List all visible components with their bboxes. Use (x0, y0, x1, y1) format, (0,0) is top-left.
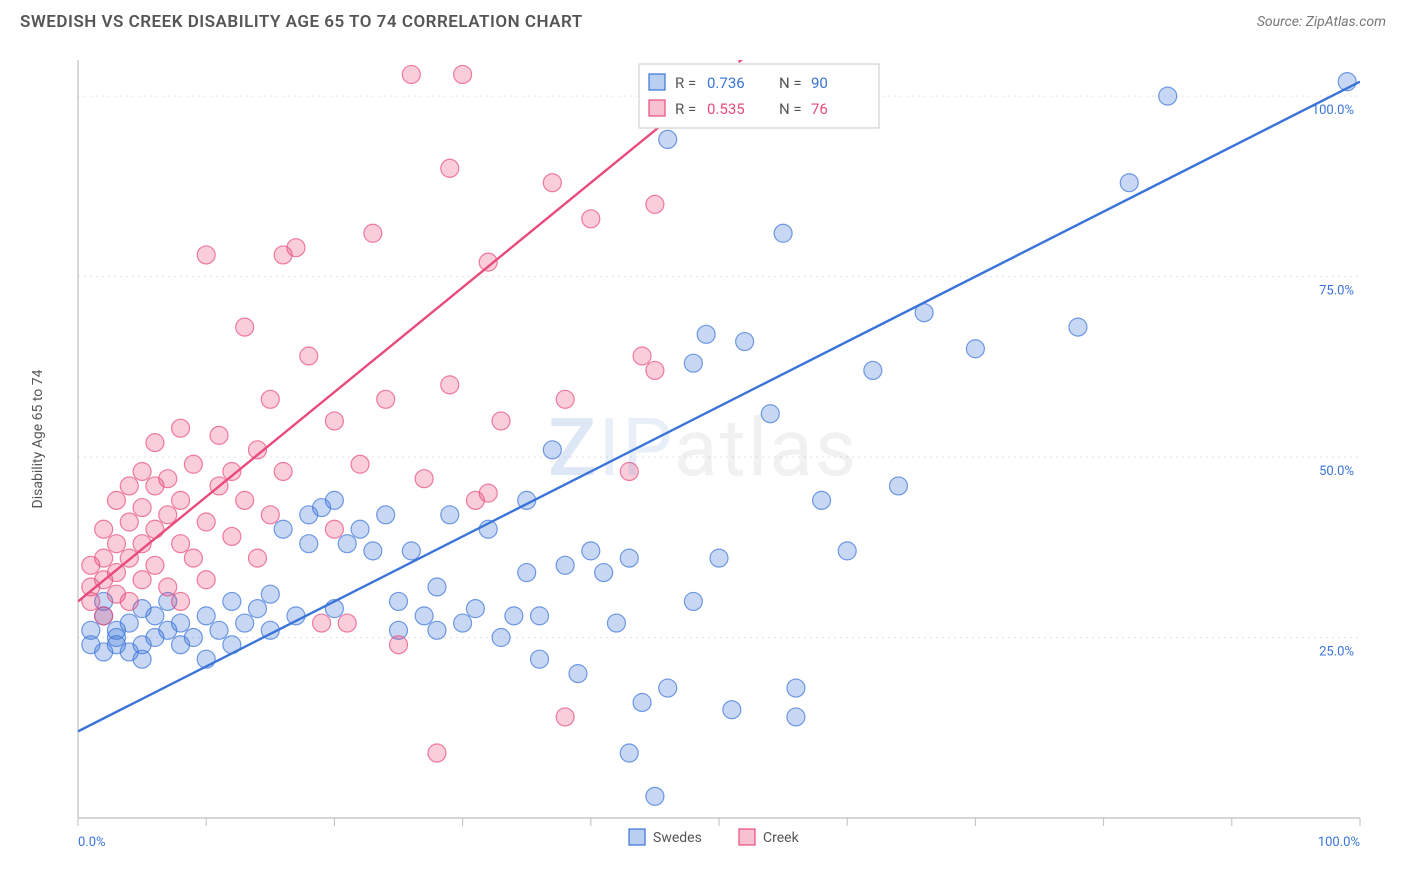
stats-box: R = 0.736 N = 90 R = 0.535 N = 76 (639, 64, 879, 128)
correlation-scatter-chart: 0.0% 100.0% 25.0% 50.0% 75.0% 100.0% Disabilit… (20, 48, 1386, 882)
chart-container: 0.0% 100.0% 25.0% 50.0% 75.0% 100.0% Disabilit… (20, 48, 1386, 882)
series-creek (82, 65, 677, 762)
chart-title: SWEDISH VS CREEK DISABILITY AGE 65 TO 74… (20, 12, 583, 32)
svg-text:50.0%: 50.0% (1319, 464, 1354, 479)
series-swedes (82, 73, 1356, 806)
svg-text:N =: N = (779, 100, 802, 118)
source-attribution: Source: ZipAtlas.com (1257, 14, 1386, 30)
legend: Swedes Creek (629, 829, 800, 846)
svg-text:0.0%: 0.0% (78, 835, 106, 850)
svg-text:R =: R = (675, 100, 696, 118)
svg-text:76: 76 (811, 100, 828, 118)
svg-text:100.0%: 100.0% (1312, 103, 1354, 118)
svg-text:25.0%: 25.0% (1319, 645, 1354, 660)
svg-text:0.736: 0.736 (707, 74, 745, 92)
svg-text:75.0%: 75.0% (1319, 284, 1354, 299)
svg-text:0.535: 0.535 (707, 100, 745, 118)
svg-text:100.0%: 100.0% (1318, 835, 1360, 850)
svg-text:Swedes: Swedes (653, 830, 702, 846)
svg-text:R =: R = (675, 74, 696, 92)
svg-text:N =: N = (779, 74, 802, 92)
svg-text:90: 90 (811, 74, 828, 92)
svg-text:Disability Age 65 to 74: Disability Age 65 to 74 (30, 369, 46, 508)
svg-text:Creek: Creek (763, 830, 800, 846)
